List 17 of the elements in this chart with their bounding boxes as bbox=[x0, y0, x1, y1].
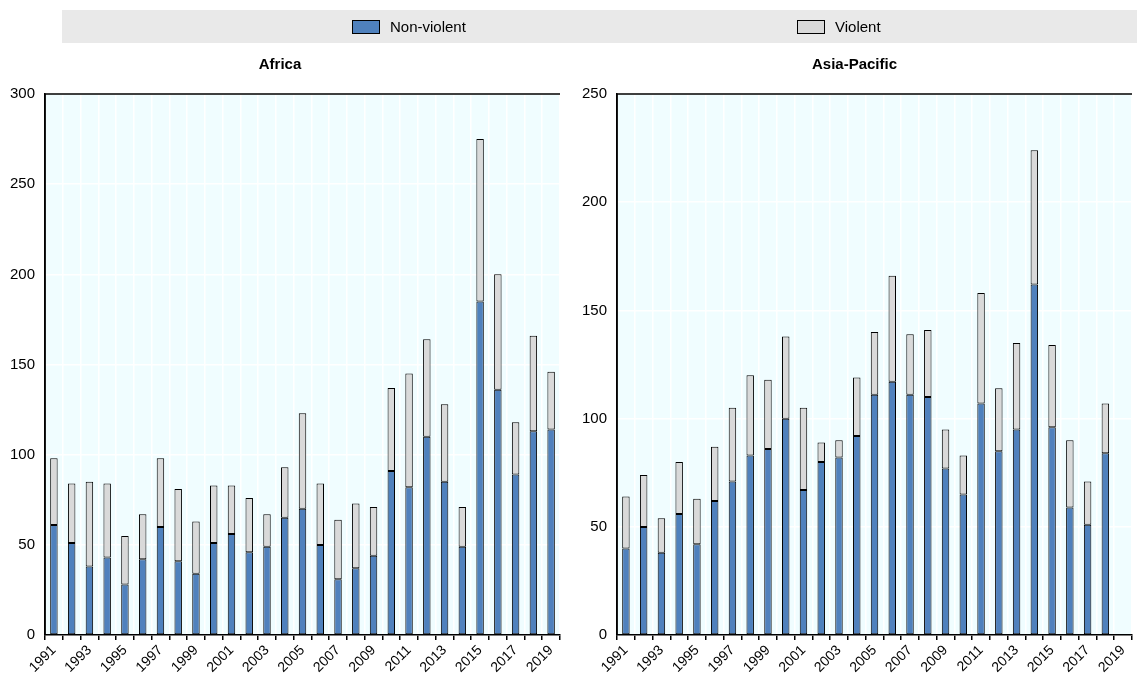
chart-title: Africa bbox=[258, 55, 302, 73]
chart-title: Asia-Pacific bbox=[811, 55, 898, 73]
y-tick-label: 100 bbox=[10, 444, 36, 462]
y-tick-label: 50 bbox=[18, 535, 36, 553]
y-tick-label: 200 bbox=[10, 264, 36, 282]
legend-label: Violent bbox=[835, 18, 881, 35]
y-tick-label: 0 bbox=[26, 625, 36, 643]
legend-label: Non-violent bbox=[390, 18, 466, 35]
y-tick-label: 300 bbox=[10, 84, 36, 102]
y-tick-label: 250 bbox=[582, 84, 608, 102]
y-tick-label: 0 bbox=[598, 625, 608, 643]
y-tick-label: 250 bbox=[10, 174, 36, 192]
y-tick-label: 100 bbox=[582, 408, 608, 426]
y-tick-label: 150 bbox=[10, 354, 36, 372]
y-tick-label: 200 bbox=[582, 192, 608, 210]
y-tick-label: 50 bbox=[590, 517, 608, 535]
y-tick-label: 150 bbox=[582, 300, 608, 318]
